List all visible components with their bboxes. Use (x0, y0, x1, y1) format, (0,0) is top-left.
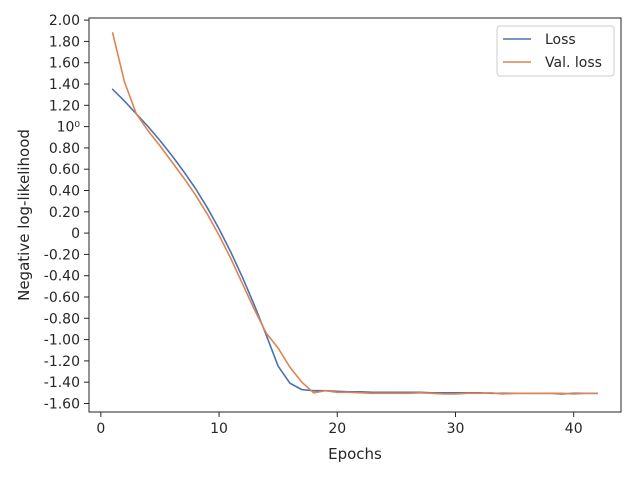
y-tick-label: -0.60 (44, 290, 80, 306)
x-axis-label: Epochs (328, 445, 382, 463)
y-tick-label: -1.40 (44, 375, 80, 391)
y-tick-label: 1.60 (49, 56, 80, 72)
legend: Loss Val. loss (496, 25, 615, 77)
y-axis-label: Negative log-likelihood (15, 129, 33, 301)
x-axis-ticks: 0 10 20 30 40 (96, 412, 583, 437)
y-tick-label: 10⁰ (57, 120, 81, 136)
y-tick-label: 0.40 (49, 184, 80, 200)
x-tick-label: 40 (565, 421, 583, 437)
y-tick-label: 1.20 (49, 98, 80, 114)
y-tick-label: 1.40 (49, 77, 80, 93)
series-line-val-loss (111, 32, 599, 395)
plot-lines (111, 32, 599, 395)
legend-entry-label: Val. loss (545, 55, 602, 71)
y-tick-label: -1.00 (44, 333, 80, 349)
plot-frame (88, 17, 622, 413)
x-tick-label: 20 (328, 421, 346, 437)
y-tick-label: 0.60 (49, 162, 80, 178)
y-tick-label: 0.20 (49, 205, 80, 221)
y-tick-label: 0.80 (49, 141, 80, 157)
x-tick-label: 0 (96, 421, 105, 437)
y-tick-label: 2.00 (49, 13, 80, 29)
y-tick-label: 0 (71, 226, 80, 242)
y-tick-label: -0.20 (44, 247, 80, 263)
x-tick-label: 10 (210, 421, 228, 437)
legend-entry-label: Loss (545, 32, 576, 48)
y-tick-label: -1.60 (44, 396, 80, 412)
y-axis-ticks: 2.00 1.80 1.60 1.40 1.20 10⁰ 0.80 0.60 0.40 0.20 0… (44, 13, 89, 412)
y-tick-label: 1.80 (49, 34, 80, 50)
y-tick-label: -0.80 (44, 311, 80, 327)
y-tick-label: -0.40 (44, 269, 80, 285)
y-tick-label: -1.20 (44, 354, 80, 370)
x-tick-label: 30 (447, 421, 465, 437)
